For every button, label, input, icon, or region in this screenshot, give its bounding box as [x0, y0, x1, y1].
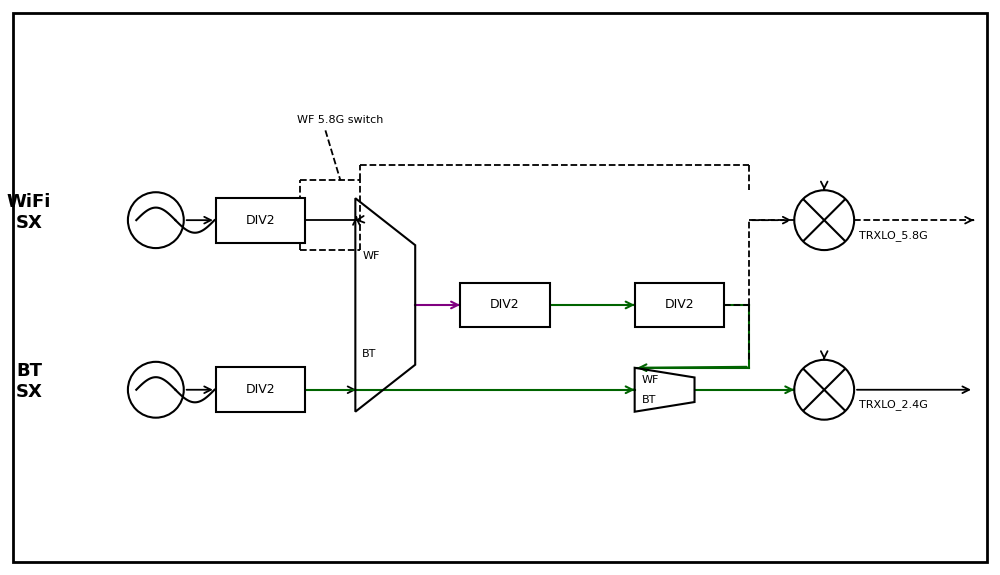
Bar — [635, 282, 724, 327]
Text: TRXLO_5.8G: TRXLO_5.8G — [859, 229, 928, 240]
Text: DIV2: DIV2 — [246, 384, 275, 396]
Bar — [216, 198, 305, 243]
Text: DIV2: DIV2 — [246, 214, 275, 227]
Text: BT: BT — [362, 349, 377, 359]
Text: WF 5.8G switch: WF 5.8G switch — [297, 116, 384, 125]
Text: TRXLO_2.4G: TRXLO_2.4G — [859, 399, 928, 410]
Text: BT: BT — [642, 395, 656, 405]
Text: DIV2: DIV2 — [490, 298, 520, 312]
Bar — [216, 367, 305, 412]
Text: WF: WF — [642, 375, 659, 385]
Text: WiFi
SX: WiFi SX — [7, 193, 51, 232]
Text: BT
SX: BT SX — [16, 362, 43, 401]
Text: DIV2: DIV2 — [665, 298, 694, 312]
Bar — [460, 282, 550, 327]
Text: WF: WF — [362, 251, 380, 261]
